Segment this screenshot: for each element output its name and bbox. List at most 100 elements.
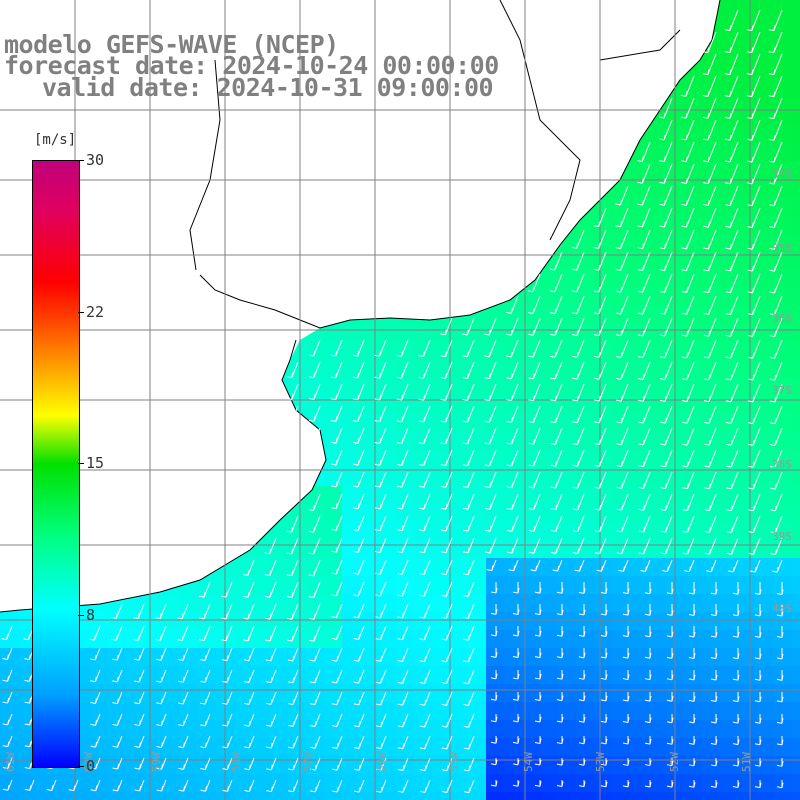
wind-speed-cell	[702, 558, 720, 576]
wind-speed-cell	[450, 468, 468, 486]
wind-speed-cell	[414, 360, 432, 378]
wind-speed-cell	[558, 774, 576, 792]
wind-speed-cell	[648, 126, 666, 144]
wind-speed-cell	[522, 612, 540, 630]
wind-arrow	[331, 735, 343, 749]
wind-speed-cell	[702, 414, 720, 432]
wind-arrow	[310, 779, 321, 793]
wind-speed-cell	[756, 648, 774, 666]
wind-arrow	[776, 670, 784, 681]
wind-speed-cell	[450, 738, 468, 756]
wind-arrow	[375, 537, 387, 553]
wind-speed-cell	[540, 342, 558, 360]
wind-arrow	[527, 295, 541, 314]
wind-speed-cell	[648, 486, 666, 504]
wind-speed-cell	[558, 450, 576, 468]
wind-speed-cell	[486, 342, 504, 360]
wind-speed-cell	[612, 504, 630, 522]
wind-speed-cell	[738, 450, 756, 468]
wind-arrow	[725, 273, 739, 294]
wind-speed-cell	[558, 486, 576, 504]
wind-speed-cell	[486, 702, 504, 720]
wind-speed-cell	[468, 486, 486, 504]
wind-arrow	[512, 758, 520, 766]
wind-arrow	[490, 582, 498, 594]
wind-speed-cell	[558, 576, 576, 594]
wind-speed-cell	[648, 342, 666, 360]
wind-arrow	[746, 119, 761, 141]
wind-speed-cell	[360, 486, 378, 504]
wind-speed-cell	[756, 432, 774, 450]
wind-arrow	[512, 604, 520, 616]
wind-arrow	[594, 515, 607, 533]
wind-speed-cell	[180, 774, 198, 792]
wind-arrow	[177, 625, 189, 642]
wind-speed-cell	[360, 522, 378, 540]
wind-speed-cell	[162, 720, 180, 738]
wind-speed-cell	[108, 756, 126, 774]
wind-arrow	[396, 471, 409, 488]
wind-speed-cell	[396, 738, 414, 756]
wind-arrow	[484, 427, 497, 445]
wind-speed-cell	[540, 792, 558, 800]
wind-arrow	[682, 405, 695, 424]
wind-speed-cell	[648, 468, 666, 486]
wind-arrow	[2, 757, 13, 769]
wind-arrow	[776, 780, 784, 789]
wind-arrow	[134, 757, 145, 770]
wind-arrow	[594, 449, 607, 467]
wind-arrow	[286, 383, 299, 400]
wind-speed-cell	[540, 378, 558, 396]
wind-speed-cell	[594, 324, 612, 342]
wind-speed-cell	[414, 738, 432, 756]
wind-speed-cell	[324, 324, 342, 342]
wind-speed-cell	[252, 558, 270, 576]
wind-speed-cell	[288, 594, 306, 612]
wind-speed-cell	[792, 36, 800, 54]
wind-arrow	[637, 207, 651, 228]
wind-arrow	[616, 383, 629, 402]
wind-speed-cell	[540, 666, 558, 684]
wind-arrow	[725, 207, 739, 228]
wind-speed-cell	[792, 684, 800, 702]
wind-speed-cell	[324, 684, 342, 702]
wind-speed-cell	[774, 288, 792, 306]
wind-speed-cell	[612, 522, 630, 540]
wind-arrow	[90, 691, 101, 705]
wind-speed-cell	[612, 234, 630, 252]
wind-arrow	[578, 648, 586, 659]
wind-speed-cell	[342, 774, 360, 792]
wind-speed-cell	[270, 540, 288, 558]
wind-speed-cell	[630, 162, 648, 180]
wind-arrow	[534, 714, 542, 723]
wind-arrow	[528, 427, 541, 445]
wind-arrow	[768, 97, 783, 120]
wind-arrow	[556, 780, 564, 788]
wind-arrow	[462, 383, 475, 401]
wind-speed-cell	[594, 432, 612, 450]
wind-speed-cell	[198, 702, 216, 720]
wind-speed-cell	[630, 288, 648, 306]
wind-speed-cell	[468, 684, 486, 702]
wind-speed-cell	[342, 612, 360, 630]
wind-speed-cell	[468, 774, 486, 792]
wind-speed-cell	[180, 594, 198, 612]
wind-speed-cell	[684, 792, 702, 800]
wind-speed-cell	[792, 720, 800, 738]
wind-speed-cell	[558, 432, 576, 450]
wind-speed-cell	[414, 450, 432, 468]
wind-speed-cell	[576, 324, 594, 342]
wind-speed-cell	[162, 738, 180, 756]
wind-arrow	[199, 647, 211, 662]
wind-speed-cell	[414, 702, 432, 720]
wind-speed-cell	[576, 648, 594, 666]
wind-speed-cell	[180, 720, 198, 738]
wind-arrow	[556, 626, 564, 637]
wind-speed-cell	[378, 414, 396, 432]
wind-arrow	[754, 758, 762, 767]
wind-speed-cell	[792, 72, 800, 90]
wind-arrow	[397, 735, 409, 750]
wind-speed-cell	[630, 324, 648, 342]
wind-arrow	[748, 427, 761, 446]
wind-speed-cell	[342, 792, 360, 800]
